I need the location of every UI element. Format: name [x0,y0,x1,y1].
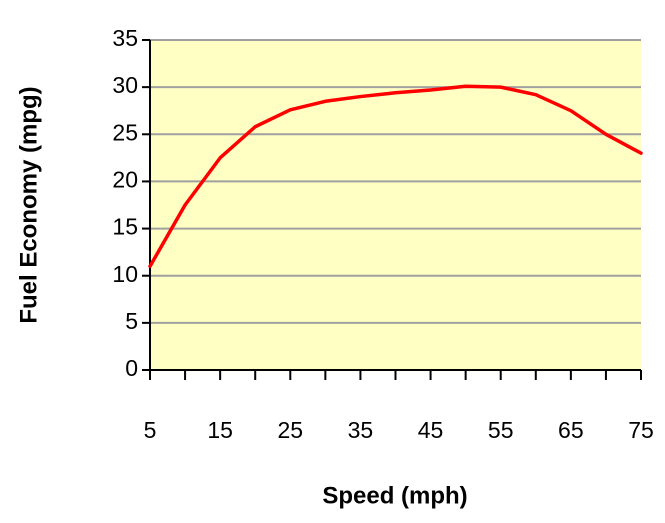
y-tick-label: 25 [112,119,138,145]
x-axis-title: Speed (mph) [322,482,467,509]
x-tick-label: 65 [558,417,584,443]
y-tick-label: 5 [125,308,138,334]
x-tick-label: 45 [418,417,444,443]
x-tick-label: 55 [488,417,514,443]
y-tick-label: 20 [112,167,138,193]
line-series [148,84,643,269]
y-tick-label: 35 [112,25,138,51]
x-tick-label: 25 [277,417,303,443]
y-tick-label: 15 [112,214,138,240]
x-tick-label: 35 [348,417,374,443]
plot-area [150,40,641,370]
y-tick-label: 30 [112,72,138,98]
y-tick-label: 0 [125,355,138,381]
x-tick-label: 5 [144,417,157,443]
x-tick-label: 15 [207,417,233,443]
y-tick-label: 10 [112,261,138,287]
x-tick-label: 75 [628,417,654,443]
y-axis-title: Fuel Economy (mpg) [15,86,42,323]
